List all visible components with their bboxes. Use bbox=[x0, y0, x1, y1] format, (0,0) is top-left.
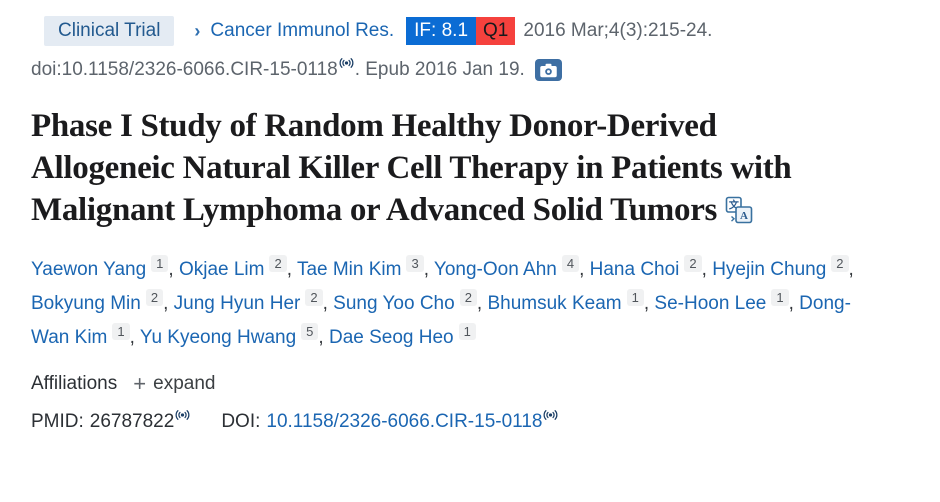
author-separator: , bbox=[168, 259, 179, 280]
author-link[interactable]: Tae Min Kim bbox=[296, 259, 402, 280]
pmid-value: 26787822 bbox=[89, 411, 175, 432]
publication-type-badge: Clinical Trial bbox=[44, 16, 175, 46]
author-item: Hyejin Chung 2, bbox=[712, 255, 854, 280]
affiliations-expand-button[interactable]: + expand bbox=[133, 371, 215, 397]
author-item: Sung Yoo Cho 2, bbox=[333, 289, 488, 314]
author-separator: , bbox=[318, 327, 329, 348]
author-item: Yaewon Yang 1, bbox=[31, 255, 179, 280]
author-item: Bokyung Min 2, bbox=[31, 289, 174, 314]
quartile-badge: Q1 bbox=[476, 17, 516, 45]
author-affiliation-sup[interactable]: 1 bbox=[151, 255, 169, 272]
article-title-text: Phase I Study of Random Healthy Donor-De… bbox=[31, 108, 792, 228]
expand-label: expand bbox=[153, 373, 216, 394]
author-separator: , bbox=[579, 259, 590, 280]
author-link[interactable]: Dae Seog Heo bbox=[328, 327, 454, 348]
article-title: Phase I Study of Random Healthy Donor-De… bbox=[31, 105, 831, 231]
author-affiliation-sup[interactable]: 2 bbox=[459, 289, 477, 306]
journal-link[interactable]: Cancer Immunol Res. bbox=[210, 20, 395, 41]
camera-icon[interactable] bbox=[534, 59, 562, 81]
citation-signal-icon[interactable] bbox=[175, 408, 190, 422]
author-link[interactable]: Bhumsuk Keam bbox=[487, 293, 622, 314]
doi-text: 10.1158/2326-6066.CIR-15-0118 bbox=[61, 59, 338, 80]
author-item: Tae Min Kim 3, bbox=[296, 255, 434, 280]
translate-icon[interactable]: 文 A bbox=[725, 193, 753, 224]
doi-label: DOI: bbox=[221, 411, 261, 432]
impact-factor-badge: IF: 8.1 bbox=[406, 17, 477, 45]
author-affiliation-sup[interactable]: 1 bbox=[626, 289, 644, 306]
author-affiliation-sup[interactable]: 1 bbox=[458, 323, 476, 340]
author-separator: , bbox=[322, 293, 334, 314]
author-item: Se-Hoon Lee 1, bbox=[654, 289, 800, 314]
citation-signal-icon[interactable] bbox=[339, 56, 354, 70]
author-link[interactable]: Hyejin Chung bbox=[712, 259, 827, 280]
author-separator: , bbox=[286, 259, 297, 280]
author-link[interactable]: Dong-Wan Kim bbox=[31, 293, 851, 348]
author-separator: , bbox=[701, 259, 713, 280]
author-affiliation-sup[interactable]: 2 bbox=[684, 255, 702, 272]
citation-signal-icon[interactable] bbox=[543, 408, 558, 422]
article-meta-row: Clinical Trial › Cancer Immunol Res. IF:… bbox=[44, 16, 910, 46]
svg-text:A: A bbox=[740, 210, 748, 222]
author-item: Okjae Lim 2, bbox=[178, 255, 297, 280]
author-link[interactable]: Yu Kyeong Hwang bbox=[139, 327, 297, 348]
author-affiliation-sup[interactable]: 5 bbox=[301, 323, 319, 340]
plus-icon: + bbox=[133, 371, 147, 396]
author-link[interactable]: Hana Choi bbox=[589, 259, 680, 280]
author-link[interactable]: Yong-Oon Ahn bbox=[433, 259, 557, 280]
author-affiliation-sup[interactable]: 1 bbox=[112, 323, 130, 340]
epub-date: . Epub 2016 Jan 19. bbox=[354, 59, 525, 80]
author-item: Dae Seog Heo 1 bbox=[328, 323, 476, 348]
author-item: Hana Choi 2, bbox=[589, 255, 713, 280]
author-affiliation-sup[interactable]: 2 bbox=[305, 289, 323, 306]
identifiers-row: PMID: 26787822 DOI: 10.1158/2326-6066.CI… bbox=[31, 408, 910, 433]
author-affiliation-sup[interactable]: 2 bbox=[145, 289, 164, 306]
journal-citation: 2016 Mar;4(3):215-24. bbox=[523, 20, 713, 41]
authors-list: Yaewon Yang 1, Okjae Lim 2, Tae Min Kim 3, … bbox=[31, 253, 881, 355]
author-link[interactable]: Se-Hoon Lee bbox=[654, 293, 767, 314]
author-separator: , bbox=[423, 259, 434, 280]
author-affiliation-sup[interactable]: 4 bbox=[561, 255, 580, 272]
chevron-right-icon: › bbox=[194, 20, 201, 41]
author-affiliation-sup[interactable]: 3 bbox=[406, 255, 424, 272]
author-link[interactable]: Okjae Lim bbox=[178, 259, 265, 280]
author-affiliation-sup[interactable]: 2 bbox=[269, 255, 287, 272]
author-separator: , bbox=[163, 293, 174, 314]
doi-link[interactable]: 10.1158/2326-6066.CIR-15-0118 bbox=[266, 411, 543, 432]
author-item: Jung Hyun Her 2, bbox=[173, 289, 334, 314]
svg-text:文: 文 bbox=[729, 199, 740, 212]
article-header-page: Clinical Trial › Cancer Immunol Res. IF:… bbox=[31, 16, 910, 433]
doi-prefix-label: doi: bbox=[31, 59, 62, 80]
author-link[interactable]: Bokyung Min bbox=[31, 293, 141, 314]
author-item: Bhumsuk Keam 1, bbox=[487, 289, 655, 314]
author-link[interactable]: Jung Hyun Her bbox=[173, 293, 301, 314]
doi-group: DOI: 10.1158/2326-6066.CIR-15-0118 bbox=[221, 408, 559, 433]
author-separator: , bbox=[476, 293, 488, 314]
author-affiliation-sup[interactable]: 2 bbox=[831, 255, 849, 272]
author-separator: , bbox=[848, 259, 854, 280]
pmid-label: PMID: bbox=[31, 411, 84, 432]
author-separator: , bbox=[788, 293, 800, 314]
author-separator: , bbox=[643, 293, 655, 314]
author-item: Yu Kyeong Hwang 5, bbox=[139, 323, 329, 348]
affiliations-row: Affiliations + expand bbox=[31, 371, 910, 397]
author-item: Yong-Oon Ahn 4, bbox=[433, 255, 590, 280]
author-link[interactable]: Sung Yoo Cho bbox=[333, 293, 455, 314]
affiliations-label: Affiliations bbox=[31, 373, 118, 394]
author-separator: , bbox=[129, 327, 140, 348]
doi-row: doi: 10.1158/2326-6066.CIR-15-0118 . Epu… bbox=[31, 56, 910, 81]
author-link[interactable]: Yaewon Yang bbox=[31, 259, 147, 280]
author-affiliation-sup[interactable]: 1 bbox=[771, 289, 789, 306]
author-item: Dong-Wan Kim 1, bbox=[31, 293, 851, 348]
